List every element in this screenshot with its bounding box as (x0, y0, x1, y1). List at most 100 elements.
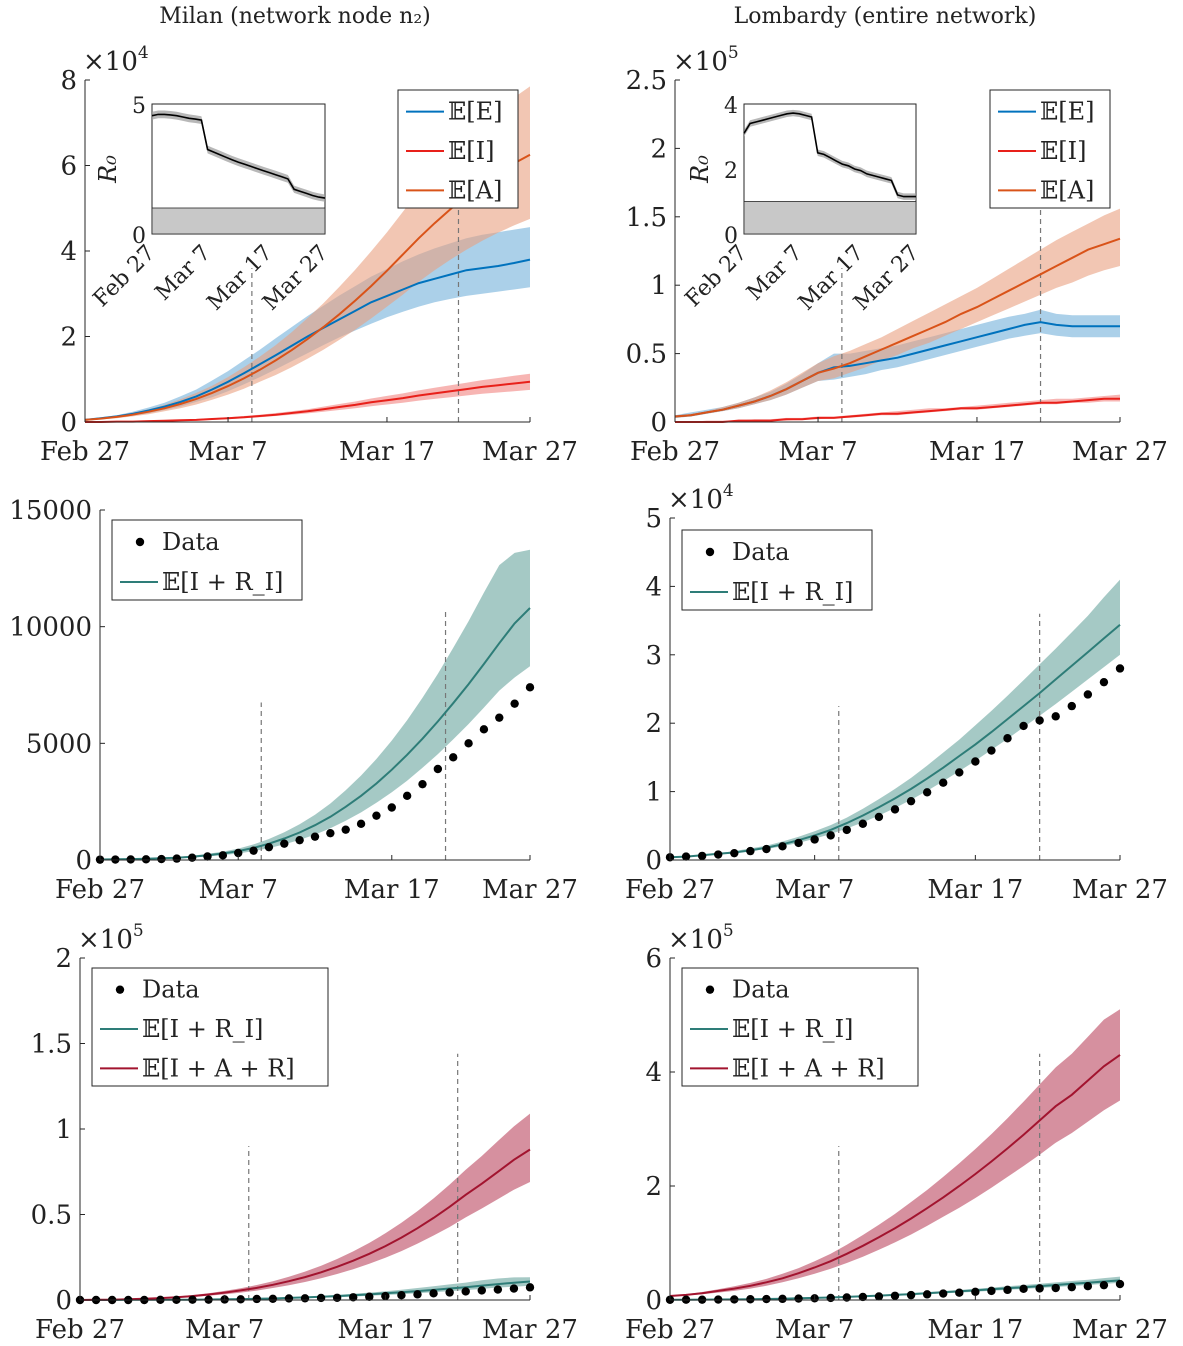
data-point (429, 1289, 438, 1298)
data-point (714, 850, 723, 859)
x-tick-label: Feb 27 (625, 875, 715, 905)
data-point (987, 1286, 996, 1296)
inset-y-tick-label: 2 (724, 159, 738, 184)
panel-milan-cumulative-infected: 0 5000 10000 15000 Feb 27 Mar 7 Mar 17 Mar 27 Da… (9, 496, 578, 905)
data-point (172, 854, 181, 863)
legend: 𝔼[E] 𝔼[I] 𝔼[A] (989, 89, 1111, 209)
x-tick-label: Mar 17 (339, 437, 435, 467)
column-title-lombardy: Lombardy (entire network) (733, 4, 1037, 29)
data-point (402, 791, 412, 801)
x-tick-label: Mar 7 (778, 437, 857, 467)
data-point (413, 1290, 422, 1299)
band-1 (670, 1009, 1120, 1297)
data-point (1115, 664, 1125, 673)
axis-exponent-power: 4 (138, 43, 149, 63)
x-tick-label: Mar 27 (482, 437, 578, 467)
data-point (1003, 1285, 1012, 1295)
data-point (858, 819, 868, 828)
data-point (525, 683, 535, 692)
data-point (141, 855, 151, 864)
y-tick-label: 2 (645, 1172, 662, 1202)
legend-label-0: 𝔼[I + R_I] (732, 1015, 853, 1043)
y-tick-label: 4 (645, 1058, 662, 1088)
data-point (987, 746, 996, 755)
data-point (1003, 734, 1012, 743)
data-point (858, 1292, 868, 1302)
y-tick-label: 10000 (9, 613, 92, 643)
data-point (284, 1294, 294, 1303)
legend-marker-data (705, 547, 715, 557)
inset-line (151, 113, 326, 199)
data-point (264, 842, 274, 852)
data-point (316, 1293, 326, 1303)
y-tick-label: 1 (55, 1115, 72, 1145)
data-point (955, 768, 964, 777)
data-point (906, 1290, 916, 1300)
legend: Data 𝔼[I + R_I] (681, 529, 873, 611)
data-point (464, 739, 473, 748)
band-0 (670, 579, 1120, 858)
x-tick-label: Mar 27 (482, 875, 578, 905)
inset-y-tick-label: 5 (132, 94, 146, 119)
data-point (326, 828, 335, 838)
x-tick-label: Feb 27 (35, 1315, 125, 1345)
data-point (1115, 1279, 1125, 1289)
data-point (922, 788, 932, 797)
data-point (477, 1286, 486, 1295)
y-tick-label: 1 (650, 271, 667, 301)
axis-exponent: ×104 (83, 43, 149, 77)
column-title-milan: Milan (network node n₂) (159, 4, 431, 29)
data-point (310, 832, 320, 841)
x-tick-label: Mar 27 (1072, 875, 1168, 905)
legend: Data 𝔼[I + R_I] (111, 519, 303, 601)
legend-marker-data (135, 537, 145, 547)
data-point (826, 1293, 835, 1303)
data-point (418, 779, 427, 789)
inset-y-label: R₀ (686, 155, 714, 184)
y-tick-label: 0.5 (31, 1201, 72, 1231)
x-tick-label: Mar 17 (337, 1315, 433, 1345)
data-point (249, 846, 258, 855)
y-tick-label: 3 (645, 641, 662, 671)
inset-threshold-region (743, 201, 917, 235)
data-point (356, 819, 366, 829)
data-point (268, 1294, 278, 1304)
series-line-1 (675, 397, 1120, 423)
y-tick-label: 1 (645, 778, 662, 808)
y-tick-label: 6 (60, 152, 77, 182)
y-tick-label: 4 (60, 237, 77, 267)
y-tick-label: 4 (645, 572, 662, 602)
legend-label-1: 𝔼[I + A + R] (142, 1054, 295, 1082)
x-tick-label: Mar 17 (929, 437, 1025, 467)
y-tick-label: 8 (60, 66, 77, 96)
inset-x-tick-label: Feb 27 (89, 241, 161, 313)
data-point (778, 1294, 787, 1304)
data-point (1083, 1282, 1093, 1291)
y-tick-label: 0 (650, 408, 667, 438)
inset-band (744, 109, 916, 200)
inset-line (743, 112, 916, 198)
y-tick-label: 0 (645, 1286, 662, 1316)
axis-exponent: ×105 (668, 921, 734, 955)
x-tick-label: Feb 27 (630, 437, 720, 467)
panel-lombardy-total-infected: 0 2 4 6 Feb 27 Mar 7 Mar 17 Mar 27 ×105 Data 𝔼[I +… (625, 921, 1168, 1345)
data-point (1099, 677, 1109, 687)
data-point (922, 1290, 932, 1299)
panel-lombardy-compartments: 0 0.5 1 1.5 2 2.5 Feb 27 Mar 7 Mar 17 Mar 27 ×105 0… (626, 43, 1168, 467)
data-point (449, 753, 458, 762)
series-line-0 (99, 607, 531, 861)
y-tick-label: 5 (645, 504, 662, 534)
series-line-0 (669, 623, 1121, 859)
data-point (1019, 1284, 1028, 1294)
legend-label-0: 𝔼[E] (448, 98, 503, 126)
legend-box (681, 967, 919, 1087)
data-point (1067, 1282, 1076, 1292)
inset-y-label: R₀ (94, 155, 122, 184)
axis-exponent-power: 5 (723, 921, 734, 941)
y-tick-label: 2.5 (626, 66, 667, 96)
legend-label-0: 𝔼[I + R_I] (162, 568, 283, 596)
panel-lombardy-cumulative-infected: 0 1 2 3 4 5 Feb 27 Mar 7 Mar 17 Mar 27 ×104 Data 𝔼[I… (625, 481, 1168, 905)
data-point (730, 848, 739, 858)
series-line-1 (85, 380, 531, 423)
